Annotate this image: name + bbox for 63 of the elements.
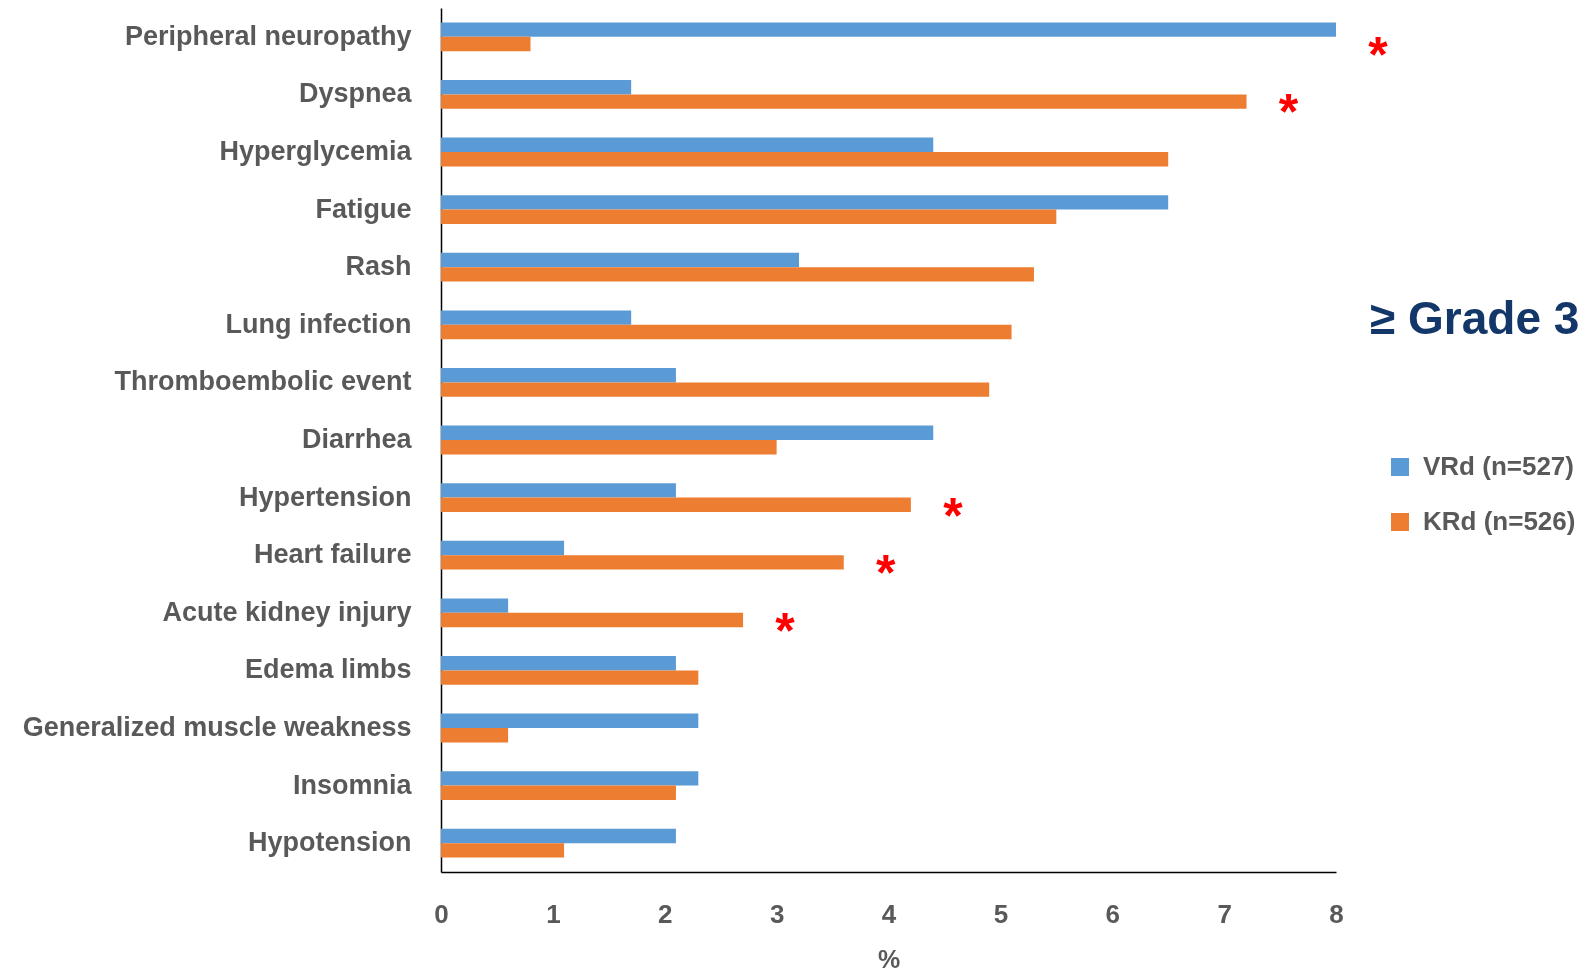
bar — [441, 785, 676, 800]
bar — [441, 137, 934, 152]
annotation: * — [775, 602, 796, 659]
bar — [441, 195, 1169, 210]
bar — [441, 36, 531, 52]
legend-label: VRd (n=527) — [1423, 451, 1574, 481]
x-tick-label: 8 — [1329, 898, 1344, 929]
x-tick-label: 4 — [881, 898, 897, 929]
legend-label: KRd (n=526) — [1423, 506, 1576, 536]
bar — [441, 728, 509, 743]
bar — [441, 828, 676, 844]
y-tick-label: Fatigue — [315, 193, 412, 224]
bar — [441, 497, 911, 512]
bar — [441, 483, 676, 498]
y-tick-label: Diarrhea — [301, 424, 413, 454]
bar — [441, 310, 632, 325]
annotation: * — [1278, 84, 1299, 141]
y-tick-label: Hypotension — [247, 827, 412, 858]
y-tick-label: Edema limbs — [244, 654, 412, 685]
y-tick-label: Thromboembolic event — [114, 366, 412, 397]
bar — [441, 94, 1247, 109]
bar — [441, 425, 934, 440]
bar — [441, 382, 990, 397]
bar — [441, 252, 799, 268]
x-tick-label: 5 — [993, 898, 1009, 929]
bar — [441, 713, 699, 728]
bar — [441, 440, 777, 455]
bar — [441, 555, 844, 570]
y-tick-label: Generalized muscle weakness — [22, 712, 412, 742]
x-tick-label: 2 — [658, 898, 673, 929]
bar — [441, 656, 676, 671]
bar — [441, 368, 676, 383]
bar — [441, 540, 565, 556]
bar — [441, 209, 1057, 224]
bar — [441, 324, 1012, 340]
text: ≥ Grade 3 — [1370, 292, 1580, 344]
y-tick-label: Dyspnea — [298, 78, 413, 109]
x-tick-label: 3 — [769, 898, 785, 929]
bar — [441, 670, 699, 685]
bar — [441, 267, 1034, 282]
bar — [441, 771, 699, 786]
x-tick-label: 1 — [546, 898, 561, 929]
annotation: * — [943, 487, 964, 544]
y-tick-label: Lung infection — [225, 308, 412, 339]
bar — [441, 152, 1169, 167]
y-tick-label: Heart failure — [253, 539, 412, 570]
y-tick-label: Rash — [345, 251, 412, 282]
annotation: * — [876, 545, 897, 602]
y-tick-label: Insomnia — [292, 769, 413, 800]
y-tick-label: Acute kidney injury — [162, 596, 412, 627]
y-tick-label: Hyperglycemia — [219, 136, 413, 166]
x-tick-label: 0 — [434, 898, 449, 929]
annotation: * — [1368, 26, 1389, 83]
x-axis-title: % — [877, 944, 901, 973]
bar — [441, 843, 565, 858]
x-tick-label: 7 — [1217, 898, 1232, 929]
y-tick-label: Hypertension — [238, 481, 412, 512]
bar — [441, 598, 509, 613]
bar — [441, 22, 1336, 37]
bar — [441, 612, 744, 628]
x-tick-label: 6 — [1105, 898, 1120, 929]
y-tick-label: Peripheral neuropathy — [124, 20, 412, 51]
bar — [441, 80, 632, 95]
